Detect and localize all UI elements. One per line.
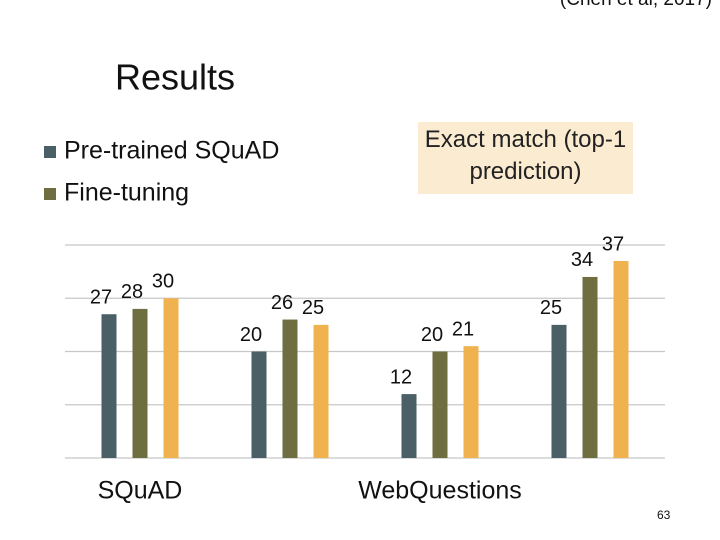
bar: [251, 351, 267, 458]
legend-label: Pre-trained SQuAD: [64, 137, 279, 165]
bar: [551, 324, 567, 458]
annotation-box: [418, 122, 633, 194]
bar: [282, 319, 298, 458]
data-label: 34: [571, 249, 593, 271]
bar: [132, 308, 148, 458]
x-tick-label: SQuAD: [98, 477, 183, 505]
data-label: 26: [271, 292, 293, 314]
bar: [463, 346, 479, 458]
legend-label: Fine-tuning: [64, 179, 189, 207]
legend-swatch: [44, 188, 56, 200]
data-label: 25: [302, 297, 324, 319]
data-label: 25: [540, 297, 562, 319]
data-label: 37: [602, 233, 624, 255]
legend-swatch: [44, 146, 56, 158]
data-label: 20: [421, 324, 443, 346]
annotation: Exact match (top-1 prediction): [424, 126, 627, 185]
bar: [432, 351, 448, 458]
citation: (Chen et al, 2017): [560, 0, 712, 10]
data-label: 20: [240, 324, 262, 346]
bar: [313, 324, 329, 458]
data-label: 27: [90, 287, 112, 309]
bar: [613, 260, 629, 458]
page-number: 63: [657, 508, 671, 522]
data-label: 30: [152, 271, 174, 293]
bar: [582, 276, 598, 458]
data-label: 21: [452, 318, 474, 340]
annotation-wrap: Exact match (top-1 prediction): [424, 126, 627, 185]
x-tick-label: WebQuestions: [358, 477, 522, 505]
bar: [401, 394, 417, 458]
data-label: 28: [121, 281, 143, 303]
chart-title: Results: [115, 57, 235, 98]
bar: [163, 298, 179, 458]
bar: [101, 314, 117, 458]
data-label: 12: [390, 366, 412, 388]
